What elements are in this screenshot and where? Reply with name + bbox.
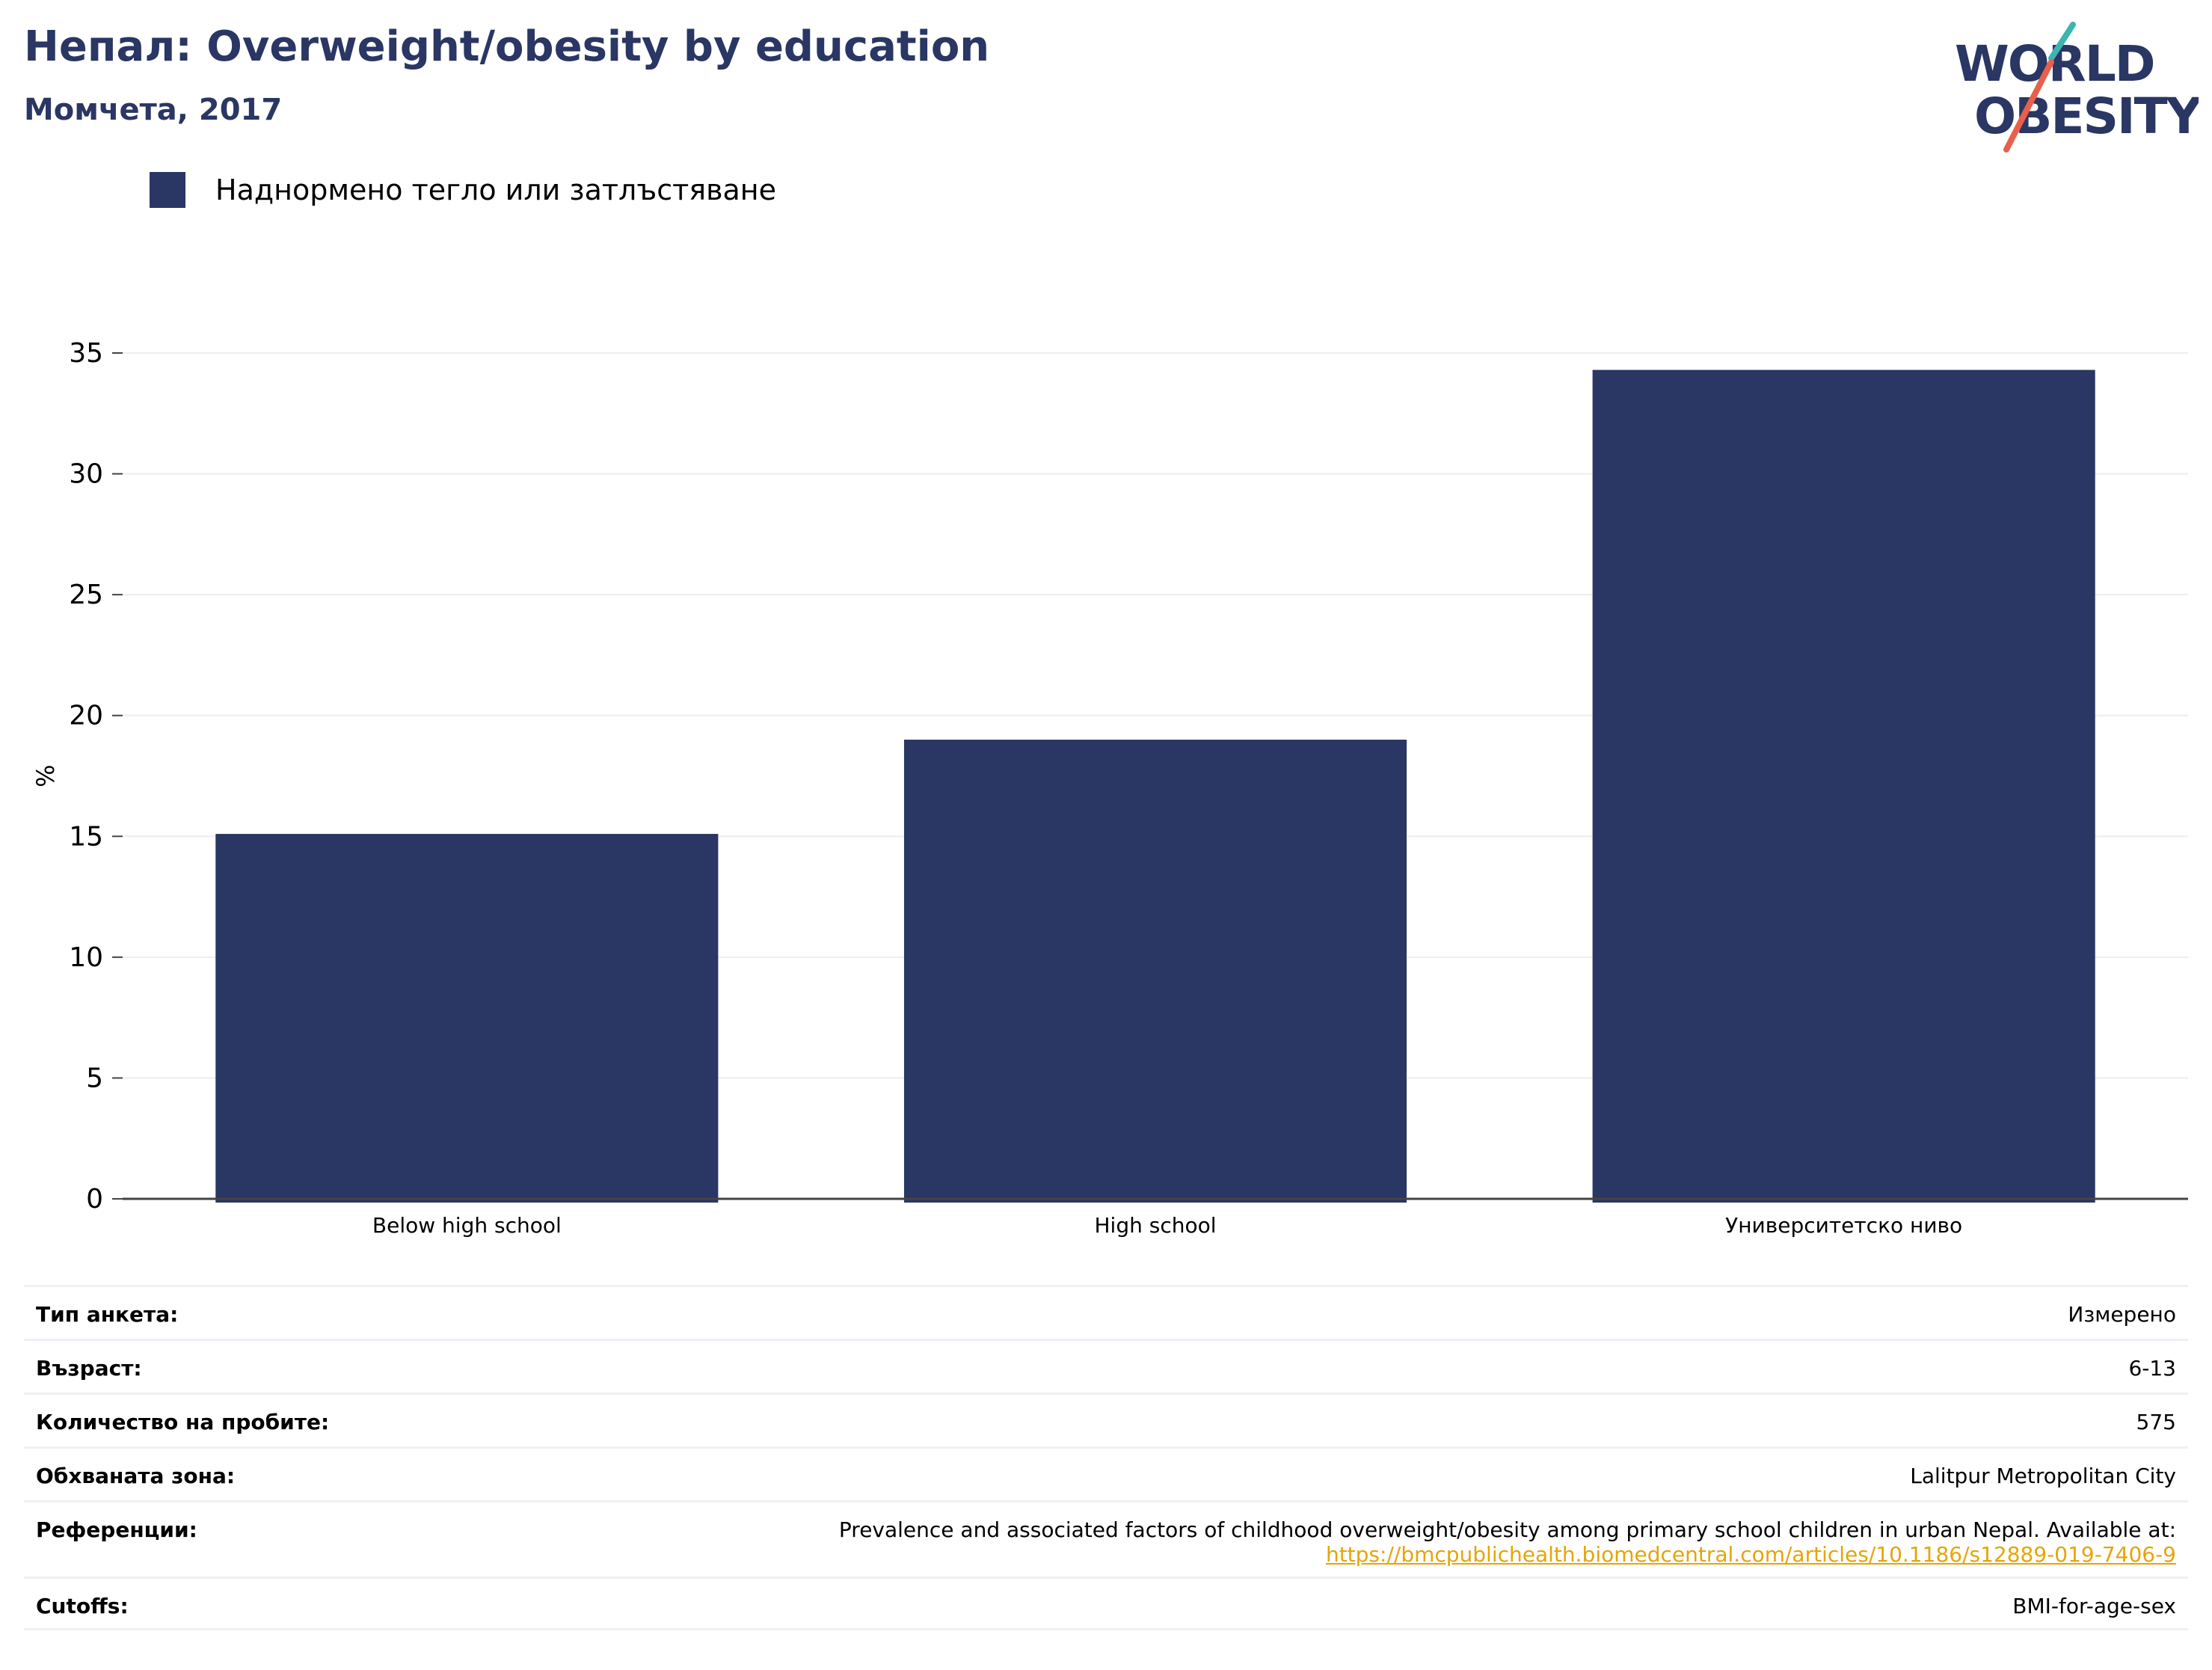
x-tick-label: Below high school <box>372 1213 562 1238</box>
bar <box>903 740 1407 1203</box>
logo-line-2: OBESITY <box>1974 88 2199 145</box>
meta-key: Cutoffs: <box>36 1594 129 1618</box>
bar <box>215 834 719 1203</box>
bar <box>1592 369 2095 1203</box>
meta-value: 575 <box>2136 1410 2176 1434</box>
meta-key: Обхваната зона: <box>36 1464 236 1488</box>
meta-key: Референции: <box>36 1517 197 1542</box>
chart-subtitle: Момчета, 2017 <box>24 93 283 127</box>
y-axis-label: % <box>31 764 60 787</box>
meta-row-cutoffs: Cutoffs: BMI-for-age-sex <box>24 1577 2188 1630</box>
x-tick-label: Университетско ниво <box>1725 1213 1962 1238</box>
reference-text: Prevalence and associated factors of chi… <box>838 1517 2176 1542</box>
chart-title: Непал: Overweight/obesity by education <box>24 22 990 71</box>
x-tick-labels: Below high school High school Университетс… <box>372 1213 1962 1238</box>
bars <box>215 369 2095 1203</box>
y-tick-label: 20 <box>69 701 103 731</box>
y-tick-label: 30 <box>69 459 103 490</box>
bar-chart: 0 5 10 15 20 25 30 35 Below high school High sch… <box>31 338 2188 1238</box>
y-tick-label: 35 <box>69 338 103 369</box>
meta-row-age: Възраст: 6-13 <box>24 1339 2188 1393</box>
legend-label: Наднормено тегло или затлъстяване <box>215 174 776 206</box>
meta-value: BMI-for-age-sex <box>2012 1594 2176 1618</box>
logo-slash-top <box>2048 22 2076 61</box>
meta-value: 6-13 <box>2128 1356 2176 1381</box>
y-tick-label: 10 <box>69 942 103 973</box>
meta-value: Измерено <box>2068 1302 2176 1327</box>
y-tick-label: 5 <box>86 1063 103 1093</box>
meta-row-references: Референции: Prevalence and associated fa… <box>24 1500 2188 1577</box>
meta-row-sample-size: Количество на пробите: 575 <box>24 1393 2188 1446</box>
y-tick-labels: 0 5 10 15 20 25 30 35 <box>69 338 123 1215</box>
meta-value-references: Prevalence and associated factors of chi… <box>839 1517 2176 1567</box>
metadata-table: Тип анкета: Измерено Възраст: 6-13 Колич… <box>24 1285 2188 1630</box>
meta-row-survey-type: Тип анкета: Измерено <box>24 1285 2188 1339</box>
legend: Наднормено тегло или затлъстяване <box>150 172 776 208</box>
meta-row-area: Обхваната зона: Lalitpur Metropolitan Ci… <box>24 1446 2188 1500</box>
meta-value: Lalitpur Metropolitan City <box>1910 1464 2176 1488</box>
y-tick-label: 15 <box>69 821 103 852</box>
logo-slash-bottom <box>2003 59 2054 153</box>
reference-link[interactable]: https://bmcpublichealth.biomedcentral.co… <box>1325 1542 2176 1567</box>
x-tick-label: High school <box>1094 1213 1216 1238</box>
legend-swatch <box>150 172 185 208</box>
world-obesity-logo: WORLD OBESITY <box>1955 22 2199 153</box>
logo-line-1: WORLD <box>1955 35 2154 93</box>
meta-key: Тип анкета: <box>36 1302 179 1327</box>
meta-key: Количество на пробите: <box>36 1410 330 1434</box>
y-tick-label: 25 <box>69 580 103 610</box>
meta-key: Възраст: <box>36 1356 142 1381</box>
y-tick-label: 0 <box>86 1184 103 1215</box>
